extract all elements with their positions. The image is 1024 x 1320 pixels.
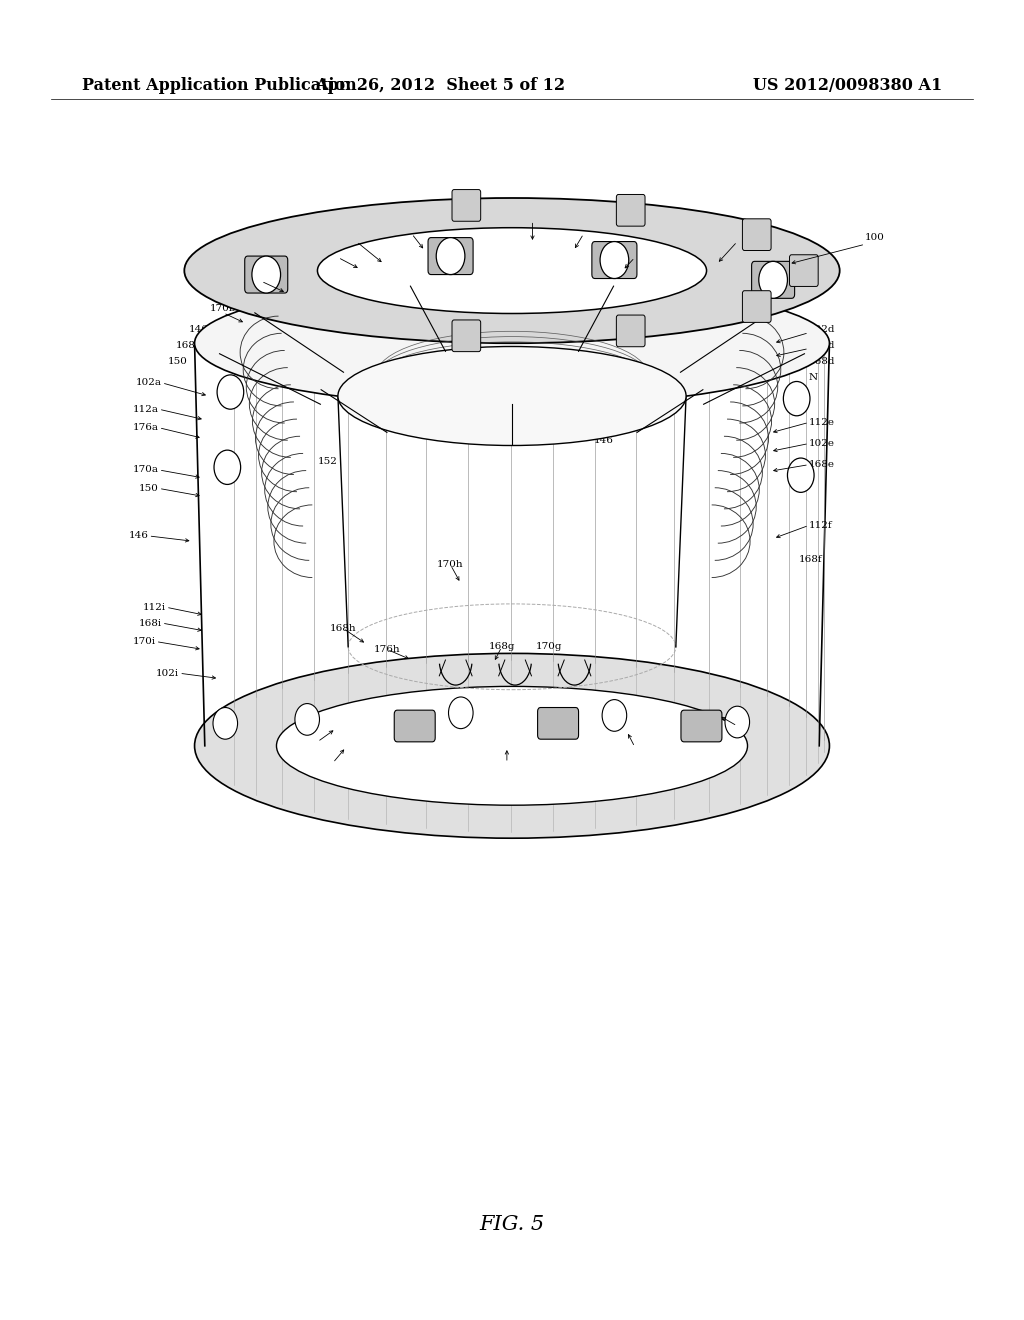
Text: 170g: 170g (536, 643, 562, 651)
Circle shape (787, 458, 814, 492)
Text: 168d: 168d (809, 358, 836, 366)
Text: 170h: 170h (437, 561, 464, 569)
Circle shape (759, 261, 787, 298)
Text: 146: 146 (188, 326, 209, 334)
FancyBboxPatch shape (742, 290, 771, 322)
Text: 146: 146 (640, 260, 660, 268)
Text: 112f: 112f (623, 743, 647, 751)
Text: 168g: 168g (488, 643, 515, 651)
Text: 168c: 168c (622, 249, 648, 257)
Text: 146: 146 (594, 437, 614, 445)
Text: 146: 146 (374, 226, 394, 234)
Text: 168e: 168e (809, 461, 835, 469)
Text: 100: 100 (865, 234, 885, 242)
Text: 112b: 112b (248, 273, 274, 281)
Text: 170b: 170b (210, 305, 237, 313)
Text: 102e: 102e (809, 440, 835, 447)
FancyBboxPatch shape (452, 319, 480, 351)
Text: N: N (809, 374, 818, 381)
Text: 150: 150 (346, 234, 367, 242)
Text: 112f: 112f (664, 244, 688, 252)
Text: 112h: 112h (304, 738, 331, 746)
Text: 150: 150 (139, 484, 159, 492)
Text: 112f: 112f (809, 521, 833, 529)
FancyBboxPatch shape (452, 190, 480, 222)
Text: 116: 116 (522, 213, 543, 220)
Text: 112c: 112c (427, 226, 454, 234)
Ellipse shape (317, 227, 707, 314)
Text: Patent Application Publication: Patent Application Publication (82, 77, 356, 94)
Text: 150: 150 (625, 234, 645, 242)
Ellipse shape (338, 347, 686, 446)
FancyBboxPatch shape (538, 708, 579, 739)
Text: 170a: 170a (133, 466, 159, 474)
Circle shape (295, 704, 319, 735)
Circle shape (213, 708, 238, 739)
Text: 102b: 102b (325, 249, 351, 257)
Ellipse shape (195, 653, 829, 838)
Text: US 2012/0098380 A1: US 2012/0098380 A1 (753, 77, 942, 94)
Text: 170c: 170c (398, 226, 425, 234)
Text: 112e: 112e (809, 418, 835, 426)
Text: 168a: 168a (175, 342, 202, 350)
Text: 168f: 168f (799, 556, 822, 564)
Circle shape (252, 256, 281, 293)
FancyBboxPatch shape (742, 219, 771, 251)
Circle shape (217, 375, 244, 409)
FancyBboxPatch shape (616, 194, 645, 226)
Text: 152: 152 (543, 395, 563, 403)
Text: 102g: 102g (494, 759, 520, 767)
Text: 112a: 112a (133, 405, 159, 413)
Text: 102h: 102h (319, 759, 346, 767)
Text: W: W (499, 395, 509, 403)
Text: 152: 152 (367, 395, 387, 403)
Ellipse shape (195, 280, 829, 407)
Text: 112i: 112i (142, 603, 166, 611)
FancyBboxPatch shape (790, 255, 818, 286)
Text: 170d: 170d (724, 234, 751, 242)
Text: 168i: 168i (138, 619, 162, 627)
FancyBboxPatch shape (752, 261, 795, 298)
Text: 102f: 102f (725, 722, 750, 730)
Text: Apr. 26, 2012  Sheet 5 of 12: Apr. 26, 2012 Sheet 5 of 12 (315, 77, 565, 94)
Text: 176a: 176a (133, 424, 159, 432)
Text: 168h: 168h (330, 624, 356, 632)
Circle shape (600, 242, 629, 279)
Text: 102a: 102a (136, 379, 162, 387)
FancyBboxPatch shape (616, 315, 645, 347)
Text: 102c: 102c (570, 226, 597, 234)
FancyBboxPatch shape (681, 710, 722, 742)
Text: 170i: 170i (132, 638, 156, 645)
Circle shape (602, 700, 627, 731)
Ellipse shape (184, 198, 840, 343)
Text: 152: 152 (215, 321, 236, 329)
Circle shape (214, 450, 241, 484)
FancyBboxPatch shape (428, 238, 473, 275)
Text: FIG. 5: FIG. 5 (479, 1216, 545, 1234)
FancyBboxPatch shape (592, 242, 637, 279)
Circle shape (783, 381, 810, 416)
Text: 112d: 112d (809, 342, 836, 350)
Ellipse shape (276, 686, 748, 805)
Text: 152: 152 (317, 458, 338, 466)
Text: 102d: 102d (809, 326, 836, 334)
Circle shape (725, 706, 750, 738)
Text: 150: 150 (168, 358, 188, 366)
Text: 176h: 176h (374, 645, 400, 653)
Circle shape (436, 238, 465, 275)
FancyBboxPatch shape (394, 710, 435, 742)
Circle shape (449, 697, 473, 729)
Text: 102i: 102i (156, 669, 179, 677)
FancyBboxPatch shape (245, 256, 288, 293)
Text: 186b: 186b (350, 249, 377, 257)
Text: 146: 146 (129, 532, 148, 540)
